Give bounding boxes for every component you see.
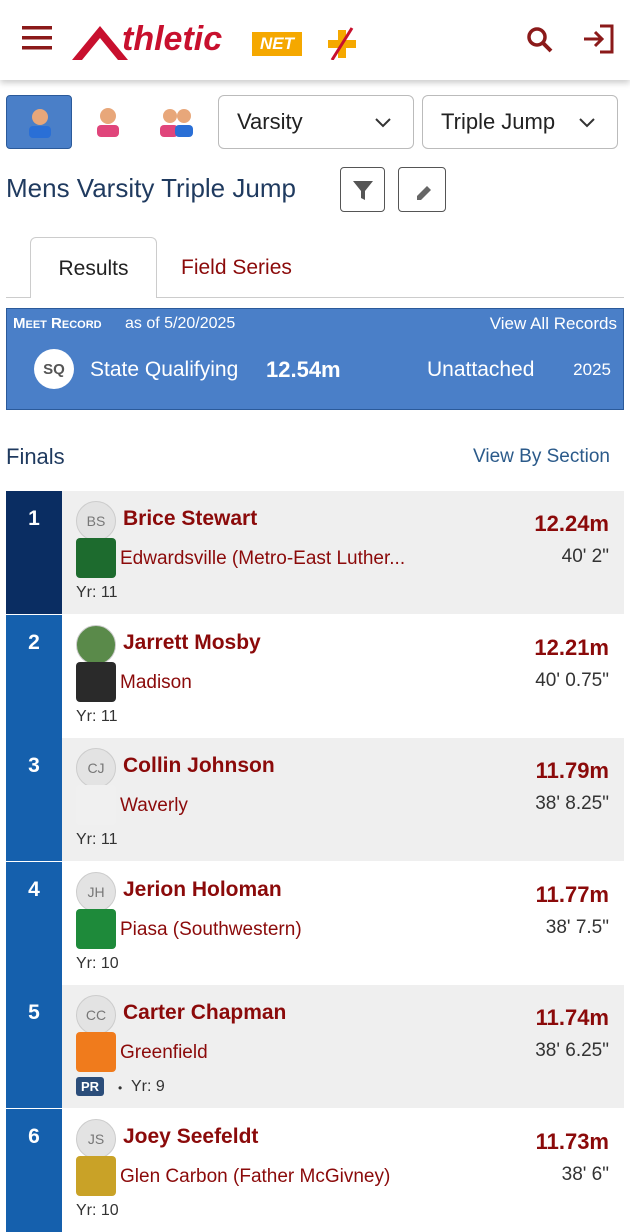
mark-imperial: 40' 2" xyxy=(561,546,609,567)
team-logo xyxy=(76,1032,116,1072)
menu-icon[interactable] xyxy=(22,24,52,52)
mark-imperial: 40' 0.75" xyxy=(535,669,609,691)
tab-divider xyxy=(6,297,624,298)
athlete-year: Yr: 9 xyxy=(131,1078,165,1095)
mark-imperial: 38' 8.25" xyxy=(535,793,609,814)
athlete-avatar: CJ xyxy=(76,748,116,788)
logo-badge: NET xyxy=(252,32,302,56)
separator: • xyxy=(118,1081,123,1095)
result-row[interactable]: 3 CJ Collin Johnson Waverly Yr: 11 11.79m 38' … xyxy=(6,738,624,861)
edit-button[interactable] xyxy=(398,167,446,212)
athlete-name[interactable]: Collin Johnson xyxy=(123,754,275,777)
finals-title: Finals xyxy=(6,444,65,469)
view-by-section[interactable]: View By Section xyxy=(473,446,610,467)
athlete-year: Yr: 11 xyxy=(76,584,118,601)
athlete-name[interactable]: Jerion Holoman xyxy=(123,877,282,901)
mark-imperial: 38' 7.5" xyxy=(545,916,609,938)
athlete-avatar: BS xyxy=(76,501,116,541)
mark-imperial: 38' 6" xyxy=(561,1163,609,1185)
place: 5 xyxy=(6,985,62,1108)
result-row[interactable]: 4 JH Jerion Holoman Piasa (Southwestern) Yr:… xyxy=(6,861,624,985)
athlete-avatar xyxy=(76,624,116,665)
athlete-year: Yr: 10 xyxy=(76,954,119,972)
athlete-year: Yr: 11 xyxy=(76,707,118,725)
mark: 12.24m xyxy=(534,511,609,536)
team-name[interactable]: Madison xyxy=(120,671,192,693)
all-filter[interactable] xyxy=(146,95,206,149)
team-logo xyxy=(76,785,116,825)
athlete-name[interactable]: Joey Seefeldt xyxy=(123,1124,259,1148)
place: 4 xyxy=(6,861,62,985)
header: thletic NET xyxy=(0,0,630,80)
record-date: as of 5/20/2025 xyxy=(125,315,236,332)
logo-plus xyxy=(328,27,356,60)
athlete-name[interactable]: Carter Chapman xyxy=(123,1001,287,1024)
athlete-name[interactable]: Jarrett Mosby xyxy=(123,630,261,654)
team-name[interactable]: Piasa (Southwestern) xyxy=(120,918,302,940)
event-value: Triple Jump xyxy=(441,109,556,134)
mark-imperial: 38' 6.25" xyxy=(535,1040,609,1061)
level-dropdown[interactable]: Varsity xyxy=(218,95,414,149)
mark: 11.77m xyxy=(535,881,609,907)
athlete-avatar: CC xyxy=(76,995,116,1035)
mark: 12.21m xyxy=(534,634,609,660)
filter-button[interactable] xyxy=(340,167,385,212)
place: 3 xyxy=(6,738,62,861)
athlete-year: Yr: 10 xyxy=(76,1201,119,1219)
login-icon[interactable] xyxy=(582,24,616,54)
record-year: 2025 xyxy=(573,360,611,379)
mark: 11.73m xyxy=(535,1128,609,1154)
tab-field-series[interactable]: Field Series xyxy=(181,256,292,279)
page-title: Mens Varsity Triple Jump xyxy=(6,173,296,203)
result-row[interactable]: 2 Jarrett Mosby Madison Yr: 11 12.21m 40' 0.7… xyxy=(6,614,624,738)
team-logo xyxy=(76,538,116,578)
pr-badge: PR xyxy=(76,1077,105,1096)
mark: 11.74m xyxy=(535,1005,609,1030)
event-dropdown[interactable]: Triple Jump xyxy=(422,95,618,149)
team-name[interactable]: Glen Carbon (Father McGivney) xyxy=(120,1165,391,1187)
team-logo xyxy=(76,661,116,702)
search-icon[interactable] xyxy=(526,26,554,54)
athlete-avatar: JS xyxy=(76,1118,116,1159)
team-name[interactable]: Waverly xyxy=(120,795,188,816)
level-value: Varsity xyxy=(237,109,303,134)
record-name: State Qualifying xyxy=(90,358,239,381)
female-filter[interactable] xyxy=(80,95,136,149)
team-logo xyxy=(76,908,116,949)
result-row[interactable]: 1 BS Brice Stewart Edwardsville (Metro-East… xyxy=(6,491,624,614)
record-badge: SQ xyxy=(34,349,74,389)
meet-record: Meet Record as of 5/20/2025 View All Rec… xyxy=(6,308,624,410)
place: 1 xyxy=(6,491,62,614)
team-logo xyxy=(76,1155,116,1196)
logo-mark xyxy=(72,26,128,60)
male-filter[interactable] xyxy=(6,95,72,149)
athlete-name[interactable]: Brice Stewart xyxy=(123,507,258,530)
team-name[interactable]: Greenfield xyxy=(120,1042,208,1063)
record-mark: 12.54m xyxy=(266,357,341,382)
place: 2 xyxy=(6,614,62,738)
tab-results[interactable]: Results xyxy=(30,237,157,298)
result-row[interactable]: 5 CC Carter Chapman Greenfield PR • Yr: 9 11.74… xyxy=(6,985,624,1108)
athlete-avatar: JH xyxy=(76,871,116,912)
record-team: Unattached xyxy=(427,358,535,381)
team-name[interactable]: Edwardsville (Metro-East Luther... xyxy=(120,548,406,569)
result-row[interactable]: 6 JS Joey Seefeldt Glen Carbon (Father McGi… xyxy=(6,1108,624,1232)
athlete-year: Yr: 11 xyxy=(76,831,118,848)
logo-text[interactable]: thletic xyxy=(122,20,223,58)
view-all-records[interactable]: View All Records xyxy=(489,314,617,333)
mark: 11.79m xyxy=(535,758,609,783)
place: 6 xyxy=(6,1108,62,1232)
record-label: Meet Record xyxy=(13,315,102,332)
